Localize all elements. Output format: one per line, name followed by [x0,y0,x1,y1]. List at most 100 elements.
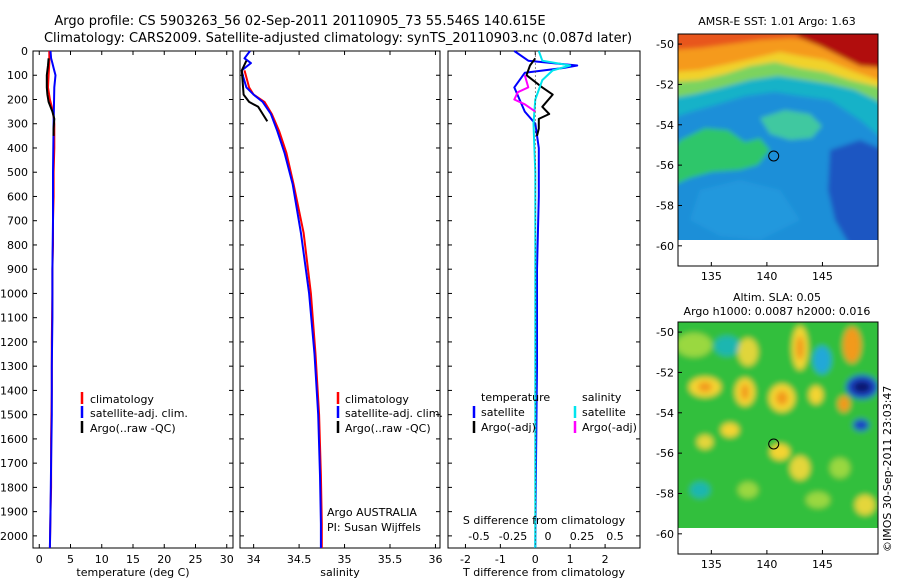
sst-map-frame [677,33,879,267]
y-tick-label: 1700 [0,457,28,470]
y-tick-label: 1800 [0,481,28,494]
y-tick-label: 800 [7,239,28,252]
x-tick-label: 0 [36,553,43,566]
legend-label-t-argo: Argo(-adj) [481,421,536,434]
x-axis-label: temperature (deg C) [76,566,189,579]
y-tick-label: 0 [21,45,28,58]
x-tick-label: 35.5 [378,553,403,566]
legend-label-s-satellite: satellite [582,406,626,419]
y-tick-label: -52 [656,366,674,379]
y-tick-label: -58 [656,199,674,212]
s-tick-label: 0.5 [606,530,624,543]
y-tick-label: 1600 [0,433,28,446]
figure-title-line2: Climatology: CARS2009. Satellite-adjuste… [44,31,632,46]
sla-map-frame [677,321,879,555]
sla-map-panel: Altim. SLA: 0.05 Argo h1000: 0.0087 h200… [656,291,879,571]
s-tick-label: -0.5 [468,530,489,543]
series-line-argo [240,60,269,122]
y-tick-label: 1400 [0,384,28,397]
y-tick-label: -60 [656,240,674,253]
y-tick-label: 1000 [0,287,28,300]
y-tick-label: -50 [656,38,674,51]
imos-credit: ©IMOS 30-Sep-2011 23:03:47 [881,386,894,552]
y-tick-label: 1300 [0,360,28,373]
x-tick-label: 135 [701,558,722,571]
difference-panel: -2 -1 0 1 2T difference from climatology -0.5… [447,50,641,579]
x-tick-label: -1 [495,553,506,566]
legend-label-climatology: climatology [90,393,154,406]
s-tick-label: 0 [545,530,552,543]
series-line-satellite [48,50,57,549]
y-tick-label: 200 [7,93,28,106]
series-line-argo [45,58,56,136]
annotation-pi: PI: Susan Wijffels [327,521,421,534]
x-tick-label: 35 [338,553,352,566]
legend-label-t-satellite: satellite [481,406,525,419]
sst-map-image [678,34,878,240]
figure-title-line1: Argo profile: CS 5903263_56 02-Sep-2011 … [54,14,545,29]
y-tick-label: 100 [7,69,28,82]
y-tick-label: 1100 [0,312,28,325]
y-tick-label: 1900 [0,506,28,519]
x-axis-label: salinity [320,566,360,579]
x-tick-label: 5 [67,553,74,566]
y-tick-label: -58 [656,487,674,500]
y-tick-label: 600 [7,190,28,203]
legend-label-satellite: satellite-adj. clim. [345,407,443,420]
sla-map-title-line2: Argo h1000: 0.0087 h2000: 0.016 [684,305,871,318]
legend-label-climatology: climatology [345,393,409,406]
y-tick-label: 300 [7,118,28,131]
series-line-sal_argo [513,74,536,113]
sst-map-title: AMSR-E SST: 1.01 Argo: 1.63 [698,15,856,28]
x-tick-label: 0 [532,553,539,566]
y-tick-label: 900 [7,263,28,276]
y-tick-label: -50 [656,326,674,339]
sst-map-panel: AMSR-E SST: 1.01 Argo: 1.63 135 140 145 -50… [656,15,879,283]
x-tick-label: 15 [126,553,140,566]
temperature-legend: climatology satellite-adj. clim. Argo(..… [80,392,188,435]
x-tick-label: 36 [428,553,442,566]
y-tick-label: 1500 [0,409,28,422]
series-line-argo [525,57,554,137]
salinity-panel: 34 34.5 35 35.5 36 salinity [239,50,442,579]
x-axis-label: T difference from climatology [462,566,625,579]
y-tick-label: -60 [656,528,674,541]
x-tick-label: 34 [247,553,261,566]
x-tick-label: 1 [567,553,574,566]
x-tick-label: 145 [812,558,833,571]
difference-legend: temperature satellite Argo(-adj) salinit… [472,391,637,434]
x-tick-label: 140 [756,558,777,571]
x-tick-label: 10 [95,553,109,566]
series-line-satellite [513,50,579,549]
y-tick-label: -54 [656,407,674,420]
y-tick-label: -56 [656,159,674,172]
legend-title-temperature: temperature [481,391,550,404]
x-tick-label: 34.5 [287,553,312,566]
sla-map-image [678,322,878,528]
sla-map-title-line1: Altim. SLA: 0.05 [733,291,821,304]
legend-label-s-argo: Argo(-adj) [582,421,637,434]
x-tick-label: 25 [189,553,203,566]
legend-title-salinity: salinity [582,391,622,404]
x-tick-label: 145 [812,270,833,283]
legend-label-satellite: satellite-adj. clim. [90,407,188,420]
x-tick-label: 30 [220,553,234,566]
x-tick-label: -2 [460,553,471,566]
x-tick-label: 20 [157,553,171,566]
s-tick-label: 0.25 [570,530,595,543]
x-tick-label: 2 [602,553,609,566]
x-tick-label: 135 [701,270,722,283]
y-tick-label: -56 [656,447,674,460]
legend-label-argo: Argo(..raw -QC) [90,422,176,435]
y-tick-label: 700 [7,215,28,228]
plot-frame [447,50,641,549]
sst-map-argo-marker [768,150,780,162]
salinity-legend: climatology satellite-adj. clim. Argo(..… [327,392,443,534]
temperature-panel: 0100200300400500600700800900100011001200… [0,45,234,579]
plot-frame [239,50,441,549]
legend-label-argo: Argo(..raw -QC) [345,422,431,435]
y-tick-label: -52 [656,78,674,91]
s-tick-label: -0.25 [499,530,527,543]
y-tick-label: -54 [656,119,674,132]
